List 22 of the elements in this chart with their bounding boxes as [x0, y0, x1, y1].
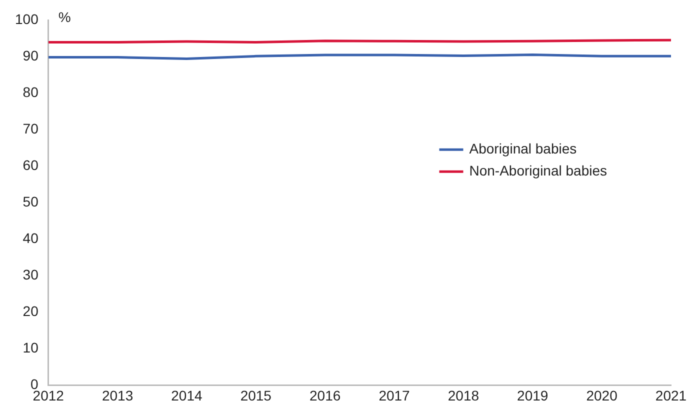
y-tick-label: 10	[22, 340, 39, 356]
x-tick-label: 2014	[171, 387, 203, 404]
y-tick-label: 80	[22, 84, 39, 100]
legend-label: Non-Aboriginal babies	[469, 162, 608, 178]
x-tick-label: 2016	[310, 387, 341, 404]
y-axis-title: %	[58, 8, 71, 25]
y-tick-label: 100	[15, 10, 39, 27]
x-tick-label: 2020	[586, 387, 618, 404]
y-tick-label: 90	[22, 47, 39, 64]
x-tick-label: 2015	[240, 387, 272, 404]
y-tick-label: 70	[22, 120, 39, 136]
y-tick-label: 30	[22, 266, 39, 282]
y-tick-label: 20	[22, 303, 39, 320]
x-tick-label: 2017	[378, 387, 410, 404]
x-tick-label: 2018	[448, 387, 480, 404]
x-tick-label: 2019	[517, 387, 548, 404]
x-tick-label: 2013	[102, 387, 134, 404]
y-tick-label: 60	[22, 156, 39, 173]
x-tick-label: 2021	[655, 387, 687, 404]
legend-label: Aboriginal babies	[469, 140, 577, 156]
y-tick-label: 40	[22, 230, 39, 246]
y-tick-label: 50	[22, 193, 39, 210]
